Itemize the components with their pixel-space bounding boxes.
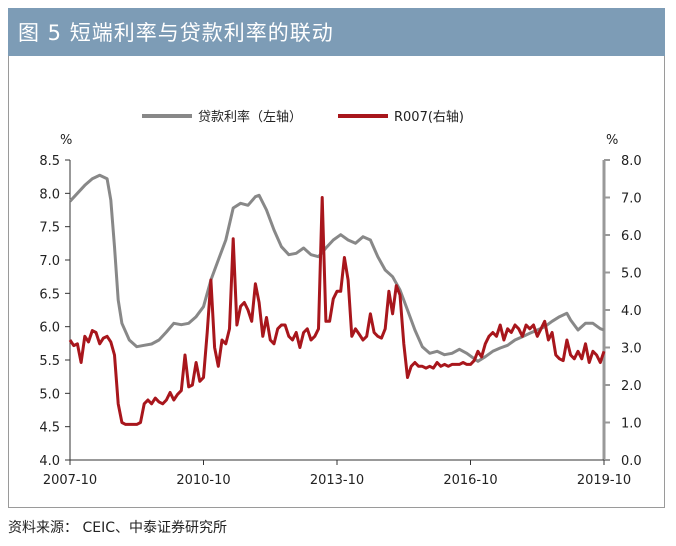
figure-title: 图 5 短端利率与贷款利率的联动 [18, 21, 334, 45]
chart-frame [8, 56, 665, 508]
figure-title-bar: 图 5 短端利率与贷款利率的联动 [8, 8, 665, 56]
source-note: 资料来源： CEIC、中泰证券研究所 [8, 520, 227, 536]
